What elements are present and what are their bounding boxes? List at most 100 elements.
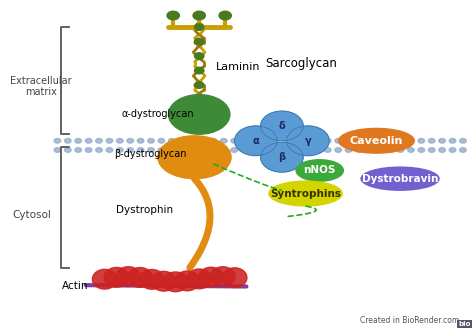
Circle shape [200, 138, 206, 143]
Circle shape [376, 148, 383, 152]
Circle shape [324, 138, 331, 143]
Circle shape [293, 148, 300, 152]
Circle shape [304, 148, 310, 152]
Ellipse shape [361, 167, 439, 190]
Circle shape [241, 138, 248, 143]
Circle shape [283, 148, 290, 152]
Ellipse shape [261, 142, 303, 172]
Text: Extracellular
matrix: Extracellular matrix [10, 75, 72, 97]
Circle shape [335, 148, 341, 152]
Circle shape [397, 138, 404, 143]
Text: Sarcoglycan: Sarcoglycan [265, 57, 337, 70]
Circle shape [96, 148, 102, 152]
Circle shape [106, 148, 113, 152]
Circle shape [345, 148, 352, 152]
Circle shape [219, 11, 231, 20]
Circle shape [137, 138, 144, 143]
Ellipse shape [187, 269, 211, 289]
Text: nNOS: nNOS [303, 166, 336, 175]
Circle shape [408, 148, 414, 152]
Text: δ: δ [279, 121, 285, 131]
Circle shape [194, 82, 204, 88]
Text: γ: γ [304, 136, 311, 146]
Circle shape [324, 148, 331, 152]
Circle shape [252, 138, 258, 143]
Circle shape [356, 138, 362, 143]
Circle shape [439, 138, 446, 143]
Circle shape [314, 148, 320, 152]
Circle shape [64, 148, 71, 152]
Circle shape [262, 148, 269, 152]
Circle shape [194, 38, 204, 45]
Ellipse shape [175, 271, 200, 291]
Text: Caveolin: Caveolin [350, 136, 403, 146]
Circle shape [85, 148, 92, 152]
Circle shape [179, 148, 185, 152]
Circle shape [356, 148, 362, 152]
Circle shape [54, 138, 61, 143]
Ellipse shape [140, 269, 164, 289]
Circle shape [210, 148, 217, 152]
Circle shape [449, 138, 456, 143]
Circle shape [449, 148, 456, 152]
Circle shape [273, 148, 279, 152]
Circle shape [117, 148, 123, 152]
Circle shape [220, 138, 227, 143]
Circle shape [252, 148, 258, 152]
Circle shape [96, 138, 102, 143]
Circle shape [168, 148, 175, 152]
Circle shape [366, 148, 373, 152]
Circle shape [106, 138, 113, 143]
Circle shape [262, 138, 269, 143]
Ellipse shape [222, 268, 247, 288]
Circle shape [428, 148, 435, 152]
Circle shape [194, 53, 204, 59]
Ellipse shape [163, 272, 188, 292]
Text: bio: bio [458, 321, 471, 327]
Circle shape [314, 138, 320, 143]
Circle shape [189, 138, 196, 143]
Circle shape [304, 138, 310, 143]
Circle shape [194, 67, 204, 74]
Circle shape [117, 138, 123, 143]
Text: Syntrophins: Syntrophins [270, 189, 341, 199]
Ellipse shape [152, 271, 176, 291]
Ellipse shape [338, 128, 414, 153]
Ellipse shape [269, 181, 342, 206]
Circle shape [189, 148, 196, 152]
Circle shape [158, 138, 164, 143]
Ellipse shape [235, 126, 277, 156]
Circle shape [460, 148, 466, 152]
Circle shape [75, 148, 82, 152]
Ellipse shape [104, 267, 129, 287]
Circle shape [200, 148, 206, 152]
Circle shape [193, 11, 205, 20]
Text: Created in BioRender.com: Created in BioRender.com [360, 316, 459, 325]
Circle shape [85, 138, 92, 143]
Text: Cytosol: Cytosol [12, 210, 51, 220]
Ellipse shape [116, 267, 141, 286]
Circle shape [75, 138, 82, 143]
Text: Dystrophin: Dystrophin [117, 205, 173, 215]
Circle shape [148, 148, 155, 152]
Circle shape [460, 138, 466, 143]
Ellipse shape [158, 136, 231, 179]
Text: α: α [253, 136, 259, 146]
Circle shape [220, 148, 227, 152]
Circle shape [345, 138, 352, 143]
Circle shape [194, 96, 204, 103]
Ellipse shape [261, 111, 303, 141]
Circle shape [283, 138, 290, 143]
Circle shape [231, 148, 237, 152]
Circle shape [335, 138, 341, 143]
Ellipse shape [168, 95, 230, 134]
Ellipse shape [210, 267, 235, 287]
Circle shape [127, 138, 134, 143]
Text: β-dystroglycan: β-dystroglycan [114, 149, 187, 159]
Circle shape [293, 138, 300, 143]
Text: Laminin: Laminin [216, 62, 260, 71]
Circle shape [428, 138, 435, 143]
Circle shape [376, 138, 383, 143]
Circle shape [387, 148, 393, 152]
Ellipse shape [199, 267, 223, 287]
